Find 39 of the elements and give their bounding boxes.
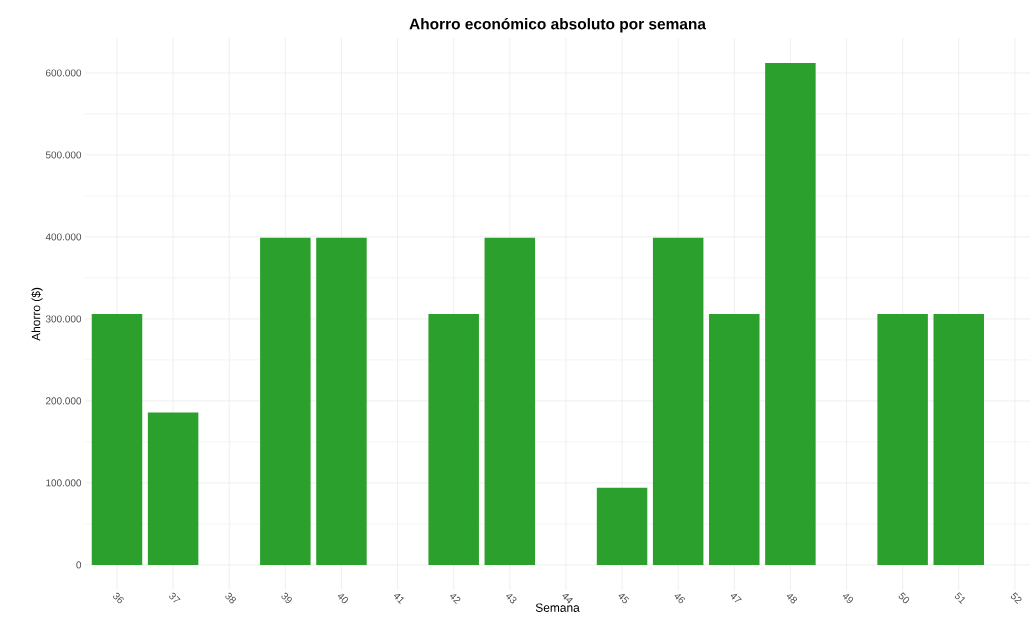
y-axis-title: Ahorro ($) — [31, 287, 43, 341]
y-tick-label: 300.000 — [45, 315, 82, 323]
x-tick-label: 46 — [674, 594, 685, 604]
bar — [709, 313, 760, 565]
bar — [147, 412, 199, 565]
bar — [933, 313, 984, 565]
x-tick-label: 49 — [842, 594, 854, 604]
x-tick-label: 50 — [898, 592, 910, 604]
x-tick-label: 43 — [506, 594, 517, 604]
y-tick-label: 200.000 — [45, 397, 82, 405]
x-tick-label: 47 — [730, 594, 742, 603]
x-tick-label: 41 — [394, 594, 404, 605]
chart-title: Ahorro económico absoluto por semana — [409, 17, 707, 33]
y-tick-label: 600.000 — [45, 69, 82, 77]
x-tick-label: 37 — [169, 592, 181, 603]
x-tick-label: 39 — [281, 592, 292, 604]
x-tick-label: 38 — [225, 592, 236, 604]
bar — [877, 313, 928, 565]
y-tick-label: 100.000 — [46, 479, 82, 487]
bar — [260, 237, 311, 565]
x-tick-label: 40 — [337, 594, 349, 604]
bar — [652, 237, 704, 565]
y-tick-label: 400.000 — [45, 233, 82, 241]
x-tick-label: 52 — [1010, 592, 1022, 605]
bar — [91, 313, 143, 565]
bar — [765, 63, 816, 565]
bar — [484, 237, 536, 565]
x-tick-label: 42 — [450, 594, 461, 605]
x-tick-label: 44 — [562, 594, 573, 604]
y-tick-label: 500.000 — [45, 151, 82, 159]
x-axis-title: Semana — [535, 603, 580, 612]
x-tick-label: 51 — [954, 592, 966, 605]
x-tick-label: 36 — [113, 592, 124, 604]
bar — [596, 487, 648, 565]
x-tick-label: 45 — [618, 594, 630, 604]
bar — [428, 313, 479, 565]
y-tick-label: 0 — [76, 561, 82, 569]
bar — [316, 237, 367, 565]
x-tick-label: 48 — [786, 594, 798, 604]
